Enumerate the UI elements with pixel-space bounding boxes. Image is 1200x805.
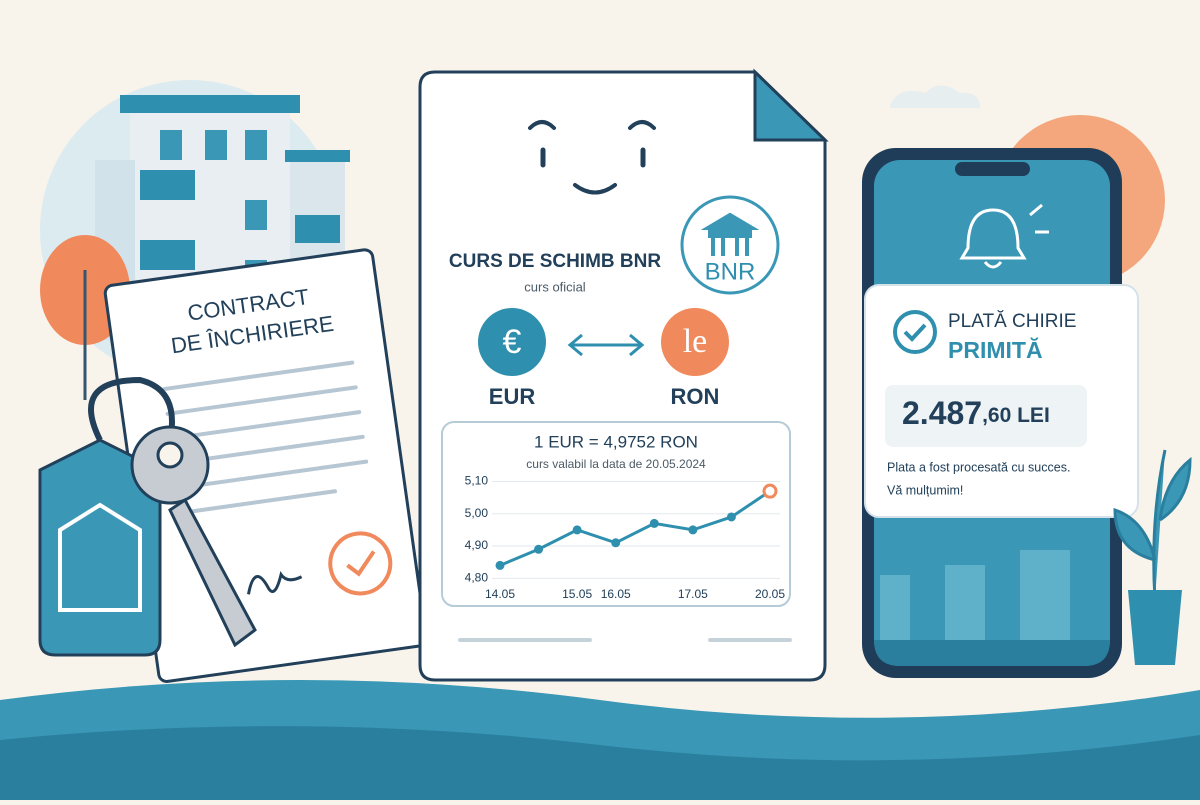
bank-label: BNR xyxy=(705,258,756,285)
currency-symbol: le xyxy=(683,323,708,360)
cloud xyxy=(890,85,980,108)
currency-code: EUR xyxy=(489,384,536,409)
exchange-subtitle: curs oficial xyxy=(524,279,586,294)
rate-chart: 4,80 4,90 5,00 5,10 14.05 15.05 16.05 17.05 20.0… xyxy=(465,474,786,602)
point xyxy=(726,512,736,522)
key-tag xyxy=(38,376,175,657)
amount-main: 2.487 xyxy=(902,395,982,431)
wave-dark xyxy=(0,726,1200,800)
x-tick-label: 20.05 xyxy=(755,587,785,601)
x-tick-label: 16.05 xyxy=(601,587,631,601)
y-tick-label: 4,90 xyxy=(465,538,489,552)
point xyxy=(688,525,698,535)
rate-line xyxy=(499,489,771,567)
plant xyxy=(1113,449,1192,665)
payment-message: Plata a fost procesată cu succes. xyxy=(887,460,1070,474)
exchange-rate: 1 EUR = 4,9752 RON xyxy=(534,432,698,451)
currency-symbol: € xyxy=(503,323,522,361)
currency-code: RON xyxy=(671,384,720,409)
phone: PLATĂ CHIRIE PRIMITĂ 2.487,60 LEI Plata … xyxy=(862,148,1139,678)
rate-note: curs valabil la data de 20.05.2024 xyxy=(526,457,706,471)
point xyxy=(611,538,621,548)
amount-rest: ,60 LEI xyxy=(982,404,1050,427)
point xyxy=(572,525,582,535)
point xyxy=(534,544,544,554)
point xyxy=(762,483,778,499)
payment-amount: 2.487,60 LEI xyxy=(902,395,1050,431)
payment-title: PLATĂ CHIRIE xyxy=(948,311,1076,332)
y-tick-label: 4,80 xyxy=(465,570,489,584)
key xyxy=(130,425,257,648)
point xyxy=(495,560,505,570)
x-tick-label: 17.05 xyxy=(678,587,708,601)
x-tick-label: 15.05 xyxy=(562,587,592,601)
y-tick-label: 5,10 xyxy=(465,474,489,488)
y-tick-label: 5,00 xyxy=(465,506,489,520)
payment-status: PRIMITĂ xyxy=(948,336,1043,363)
point xyxy=(649,518,659,528)
x-tick-label: 14.05 xyxy=(485,587,515,601)
payment-message: Vă mulțumim! xyxy=(887,483,963,497)
exchange-title: CURS DE SCHIMB BNR xyxy=(449,251,661,272)
